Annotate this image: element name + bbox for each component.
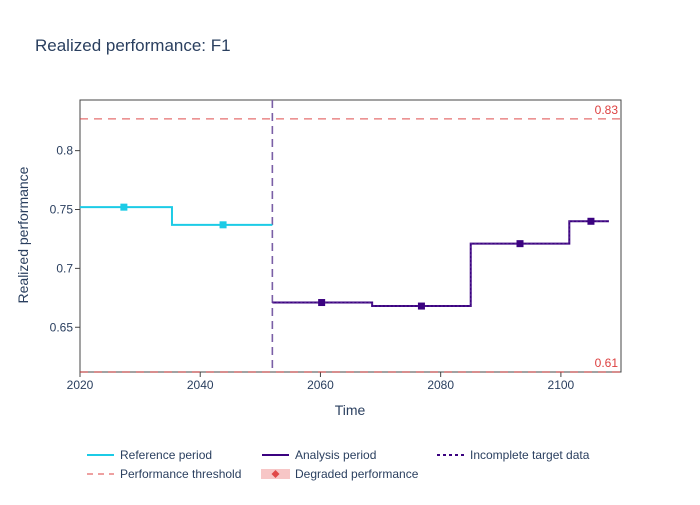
legend-item: Incomplete target data xyxy=(437,448,590,462)
plot-area: 2020 2040 2060 2080 2100 0.65 0.7 0.75 0.8 0.83 0.… xyxy=(50,99,622,392)
y-tick-label: 0.7 xyxy=(56,261,73,275)
legend-item: Degraded performance xyxy=(261,467,419,481)
legend-label: Performance threshold xyxy=(120,467,241,481)
legend-label: Degraded performance xyxy=(295,467,419,481)
x-tick-label: 2020 xyxy=(67,378,94,392)
data-point xyxy=(219,221,227,229)
data-point xyxy=(417,302,425,310)
incomplete-target-overlay xyxy=(272,220,609,307)
threshold-label: 0.61 xyxy=(595,356,619,370)
y-tick-label: 0.65 xyxy=(50,320,74,334)
legend-label: Incomplete target data xyxy=(470,448,590,462)
legend-swatch-degraded-marker xyxy=(271,470,280,478)
data-point xyxy=(120,203,128,211)
x-tick-label: 2040 xyxy=(187,378,214,392)
series-line xyxy=(80,206,273,226)
x-tick-label: 2100 xyxy=(548,378,575,392)
data-point xyxy=(587,217,595,225)
legend-label: Analysis period xyxy=(295,448,376,462)
x-tick-label: 2060 xyxy=(307,378,334,392)
legend-label: Reference period xyxy=(120,448,212,462)
data-point xyxy=(516,240,524,248)
x-tick-label: 2080 xyxy=(427,378,454,392)
series-line xyxy=(272,220,609,308)
x-axis-label: Time xyxy=(335,402,366,418)
y-tick-label: 0.75 xyxy=(50,203,74,217)
plot-frame xyxy=(79,99,622,373)
legend-item: Performance threshold xyxy=(87,467,241,481)
legend-item: Analysis period xyxy=(262,448,376,462)
y-axis-label: Realized performance xyxy=(15,166,31,303)
legend-item: Reference period xyxy=(87,448,212,462)
y-tick-label: 0.8 xyxy=(56,144,73,158)
legend: Reference period Analysis period Incomplet… xyxy=(87,448,590,481)
data-point xyxy=(318,299,326,307)
chart-title: Realized performance: F1 xyxy=(35,36,231,55)
threshold-label: 0.83 xyxy=(595,103,619,117)
